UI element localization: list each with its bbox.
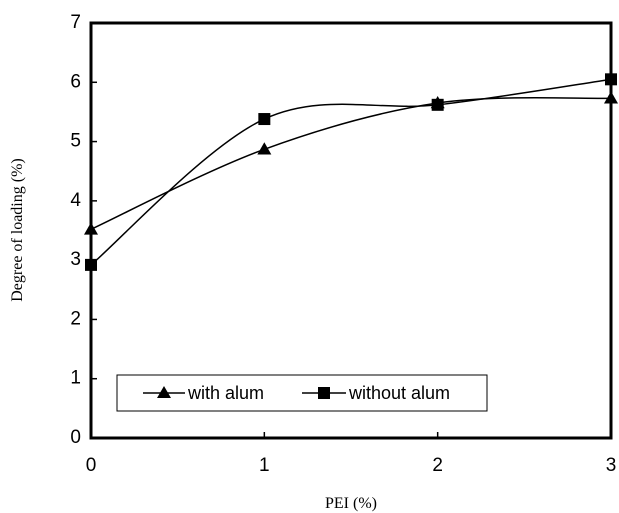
y-tick-label: 4 xyxy=(70,190,81,211)
y-tick-label: 1 xyxy=(70,368,81,389)
data-point-without-alum xyxy=(605,73,617,86)
data-point-without-alum xyxy=(258,113,271,126)
legend-label-with-alum: with alum xyxy=(187,383,264,403)
x-tick-label: 1 xyxy=(259,455,270,476)
legend: with alum without alum xyxy=(116,374,488,412)
x-axis-title: PEI (%) xyxy=(325,495,377,512)
y-axis-title: Degree of loading (%) xyxy=(9,158,26,302)
y-axis-ticks: 0 1 2 3 4 5 6 7 xyxy=(70,12,97,448)
x-axis-ticks: 0 1 2 3 xyxy=(86,432,617,476)
legend-label-without-alum: without alum xyxy=(348,383,450,403)
x-tick-label: 2 xyxy=(432,455,443,476)
series-layer xyxy=(84,73,618,271)
y-tick-label: 0 xyxy=(70,427,81,448)
x-tick-label: 3 xyxy=(606,455,617,476)
series-line-without-alum xyxy=(90,78,612,266)
data-point-with-alum xyxy=(84,222,98,235)
data-point-without-alum xyxy=(431,98,444,111)
data-point-with-alum xyxy=(257,142,272,155)
y-tick-label: 7 xyxy=(70,12,81,33)
data-point-without-alum xyxy=(85,258,97,271)
y-tick-label: 6 xyxy=(70,71,81,92)
y-tick-label: 5 xyxy=(70,131,81,152)
y-tick-label: 2 xyxy=(70,308,81,329)
legend-marker-with-alum xyxy=(157,386,171,398)
y-tick-label: 3 xyxy=(70,249,81,270)
legend-marker-without-alum xyxy=(318,387,330,399)
x-tick-label: 0 xyxy=(86,455,97,476)
data-point-with-alum xyxy=(604,91,618,104)
